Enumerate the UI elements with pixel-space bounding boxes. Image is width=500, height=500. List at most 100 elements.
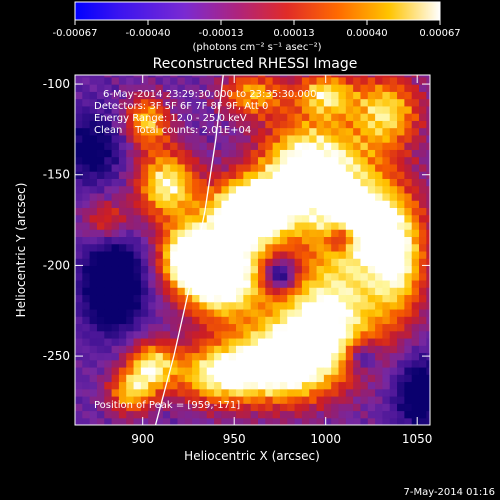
- heatmap-cell: [228, 156, 237, 165]
- heatmap-cell: [309, 337, 318, 346]
- heatmap-cell: [206, 149, 215, 158]
- heatmap-cell: [192, 323, 201, 332]
- heatmap-cell: [155, 127, 164, 136]
- heatmap-cell: [126, 98, 135, 107]
- heatmap-cell: [389, 156, 398, 165]
- heatmap-cell: [111, 171, 120, 179]
- heatmap-cell: [426, 98, 430, 107]
- heatmap-cell: [118, 395, 127, 404]
- heatmap-cell: [162, 192, 171, 201]
- heatmap-cell: [192, 185, 201, 194]
- heatmap-cell: [367, 149, 376, 158]
- heatmap-cell: [199, 178, 208, 187]
- heatmap-cell: [243, 243, 252, 252]
- colorbar-gradient: [75, 2, 440, 20]
- heatmap-cell: [294, 337, 303, 346]
- heatmap-cell: [389, 214, 398, 223]
- heatmap-cell: [272, 395, 281, 404]
- heatmap-cell: [177, 265, 186, 274]
- heatmap-cell: [301, 301, 310, 310]
- heatmap-cell: [199, 345, 208, 354]
- heatmap-cell: [389, 142, 398, 150]
- heatmap-cell: [397, 279, 405, 288]
- heatmap-cell: [104, 229, 113, 237]
- heatmap-cell: [301, 76, 310, 85]
- heatmap-cell: [367, 105, 376, 114]
- heatmap-cell: [170, 374, 179, 383]
- heatmap-cell: [228, 149, 237, 158]
- heatmap-cell: [118, 149, 127, 158]
- heatmap-cell: [353, 185, 362, 194]
- heatmap-cell: [419, 294, 427, 303]
- heatmap-cell: [426, 142, 430, 150]
- heatmap-cell: [389, 388, 398, 397]
- heatmap-cell: [250, 381, 259, 390]
- heatmap-cell: [404, 221, 413, 230]
- heatmap-cell: [89, 76, 98, 85]
- heatmap-cell: [353, 207, 362, 216]
- heatmap-cell: [287, 76, 296, 85]
- heatmap-cell: [360, 221, 369, 230]
- heatmap-cell: [170, 192, 179, 201]
- heatmap-cell: [287, 287, 296, 296]
- heatmap-cell: [221, 287, 230, 296]
- heatmap-cell: [126, 171, 135, 179]
- heatmap-cell: [375, 84, 384, 92]
- heatmap-cell: [155, 279, 164, 288]
- heatmap-cell: [397, 395, 405, 404]
- y-axis-ticks: -100-150-200-250: [43, 77, 430, 363]
- heatmap-cell: [316, 221, 325, 230]
- heatmap-cell: [104, 308, 113, 317]
- heatmap-cell: [250, 287, 259, 296]
- heatmap-cell: [389, 250, 398, 259]
- heatmap-cell: [301, 105, 310, 114]
- heatmap-cell: [140, 75, 149, 78]
- heatmap-cell: [272, 76, 281, 85]
- heatmap-cell: [140, 330, 149, 339]
- heatmap-cell: [265, 345, 274, 354]
- heatmap-cell: [89, 142, 98, 150]
- heatmap-cell: [265, 301, 274, 310]
- heatmap-cell: [301, 120, 310, 129]
- heatmap-cell: [177, 417, 186, 425]
- heatmap-cell: [360, 91, 369, 100]
- heatmap-cell: [301, 410, 310, 419]
- heatmap-cell: [426, 279, 430, 288]
- heatmap-cell: [360, 345, 369, 354]
- heatmap-cell: [323, 279, 332, 288]
- heatmap-cell: [265, 250, 274, 259]
- heatmap-cell: [199, 127, 208, 136]
- heatmap-cell: [419, 127, 427, 136]
- heatmap-cell: [323, 308, 332, 317]
- heatmap-cell: [82, 75, 91, 78]
- heatmap-cell: [214, 265, 222, 274]
- heatmap-cell: [118, 75, 127, 78]
- heatmap-cell: [250, 337, 259, 346]
- heatmap-cell: [316, 308, 325, 317]
- heatmap-cell: [309, 127, 318, 136]
- heatmap-cell: [184, 272, 193, 281]
- heatmap-cell: [155, 374, 164, 383]
- heatmap-cell: [199, 200, 208, 208]
- heatmap-cell: [411, 410, 420, 419]
- heatmap-cell: [177, 91, 186, 100]
- heatmap-cell: [353, 214, 362, 223]
- heatmap-cell: [331, 142, 340, 150]
- heatmap-cell: [323, 374, 332, 383]
- heatmap-cell: [236, 178, 244, 187]
- heatmap-cell: [250, 84, 259, 92]
- heatmap-cell: [221, 381, 230, 390]
- colorbar-tick-label: -0.00067: [53, 28, 98, 39]
- heatmap-cell: [382, 258, 391, 267]
- heatmap-cell: [353, 272, 362, 281]
- heatmap-cell: [118, 265, 127, 274]
- heatmap-cell: [279, 403, 288, 412]
- heatmap-cell: [89, 113, 98, 121]
- heatmap-cell: [301, 272, 310, 281]
- heatmap-cell: [118, 258, 127, 267]
- heatmap-cell: [419, 366, 427, 375]
- heatmap-cell: [404, 236, 413, 245]
- heatmap-cell: [236, 352, 244, 361]
- heatmap-cell: [397, 120, 405, 129]
- heatmap-cell: [397, 265, 405, 274]
